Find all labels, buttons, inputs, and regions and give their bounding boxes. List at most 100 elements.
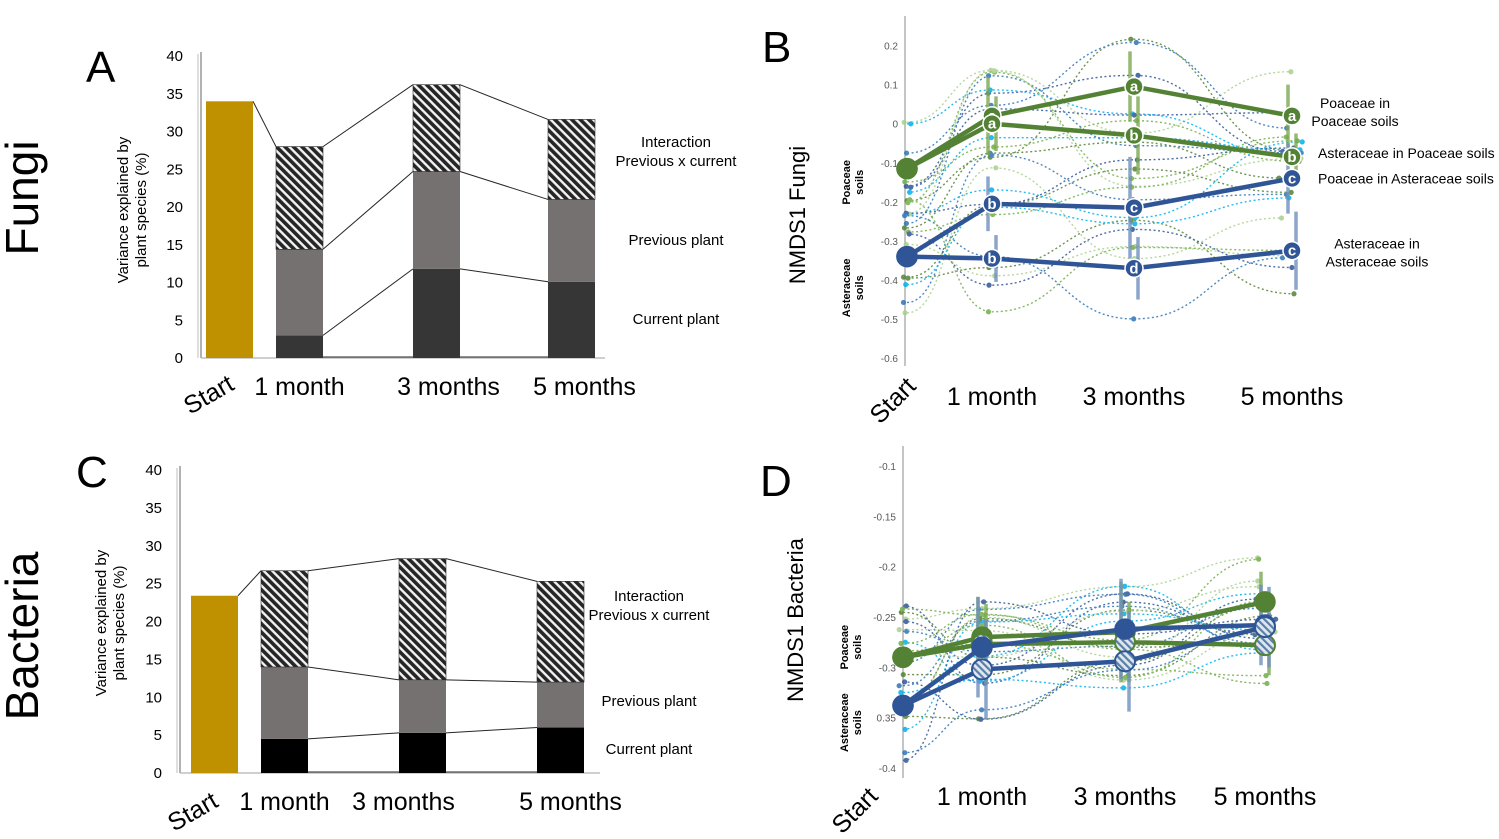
replicate-point [903,757,909,763]
replicate-curve [906,69,1290,134]
connector-line [237,570,262,597]
y-tick-label: -0.1 [879,462,897,473]
connector-line [459,84,549,120]
replicate-curve [906,119,1296,183]
x-tick-label: Start [864,372,921,429]
x-tick-label: 5 months [519,788,622,816]
replicate-point [902,213,908,219]
replicate-point [901,119,907,125]
y-tick-label: -0.3 [881,237,899,248]
bar-previous-plant-5-months [537,682,584,728]
replicate-point [1135,72,1141,78]
bar-current-plant-5-months [548,281,595,358]
x-tick-label: Start [179,370,239,421]
mean-point-poaceae-in-poaceae-soils [1124,76,1144,97]
y-tick-label: 0.2 [884,42,898,53]
replicate-curves [900,36,1305,322]
mean-point-asteraceae-in-asteraceae-soils [1282,240,1302,261]
replicate-point [1128,36,1134,42]
legend-interaction: Interaction Previous x current [616,134,738,170]
x-tick-label: 3 months [1083,383,1186,411]
panel-label: B [762,23,791,72]
replicate-point [1120,685,1127,691]
replicate-curve [902,609,1265,676]
mean-point-asteraceae-in-poaceae-soils [1282,147,1302,167]
mean-point-poaceae-in-asteraceae-soils [1282,168,1302,189]
replicate-point [896,683,902,689]
bar-current-plant-1-month [276,335,323,358]
side-label-line: soils [852,635,864,660]
bar-previous-plant-3-months [399,679,446,733]
legend-line: Interaction [614,588,684,605]
replicate-point [978,611,985,617]
replicate-point [986,282,992,288]
series-label-asteraceae-in-poaceae-soils: Asteraceae in Poaceae soils [1318,145,1495,161]
replicate-point [988,135,994,141]
replicate-point [903,618,909,625]
mean-point-poaceae-in-asteraceae-soils [1124,197,1144,218]
replicate-curve [906,197,1292,286]
replicate-point [903,241,909,247]
y-axis-label: Variance explained byplant species (%) [93,549,128,696]
legend-line: Previous x current [616,153,738,170]
y-tick-label: -0.2 [881,198,899,209]
replicate-curve [902,652,1263,699]
mean-point-asteraceae-in-asteraceae-soils [892,694,914,717]
replicate-curve [902,613,1268,731]
mean-point-asteraceae-in-asteraceae-soils [1114,650,1136,673]
replicate-point [979,707,985,713]
y-tick-label: 5 [154,727,162,744]
bar-interaction-previous-x-current-3-months [412,84,461,172]
replicate-point [901,679,908,685]
y-axis-label-line: Variance explained by [93,549,110,696]
replicate-point [901,225,908,231]
y-tick-label: 40 [166,48,183,65]
side-label-line: soils [852,710,864,735]
mean-point-poaceae-in-asteraceae-soils [971,636,993,658]
side-label-line: Asteraceae [839,693,851,752]
side-label: Asteraceaesoils [839,693,864,752]
x-tick-label: 3 months [397,373,500,401]
replicate-curve [902,600,1265,679]
replicate-point [902,726,908,733]
x-tick-label: 1 month [947,383,1037,411]
y-tick-label: 30 [166,124,183,141]
replicate-point [902,310,908,316]
bar-interaction-previous-x-current-1-month [260,570,309,668]
replicate-point [906,231,912,237]
x-tick-label: 1 month [937,783,1027,811]
replicate-point [981,599,987,605]
replicate-curve [902,558,1263,641]
y-axis-label-line: Variance explained by [115,136,132,283]
replicate-point [1122,583,1128,589]
y-tick-label: -0.25 [873,613,896,624]
significance-letter: c [1288,170,1296,187]
replicate-point [900,274,907,280]
x-tick-label: 3 months [1074,783,1177,811]
replicate-point [903,281,909,288]
mean-point-asteraceae-in-poaceae-soils [1254,634,1276,657]
side-label-line: soils [854,275,866,300]
panel-a-fungi-variance: A 0 5 10 15 20 25 30 35 40 Variance explained bypl… [86,43,737,420]
replicate-curves [896,555,1279,763]
y-tick-label: -0.3 [879,663,897,674]
replicate-curve [902,593,1263,664]
side-label: Poaceaesoils [841,160,866,205]
replicate-point [903,183,909,189]
bar-previous-plant-3-months [413,171,460,269]
connector-line [252,101,277,147]
replicate-point [1278,215,1285,221]
replicate-point [1291,291,1297,297]
series-label-line: Asteraceae soils [1326,254,1429,270]
series-label-line: Poaceae soils [1311,113,1398,129]
replicate-point [903,220,909,227]
side-label-line: Asteraceae [841,258,853,317]
series-label-poaceae-in-asteraceae-soils: Poaceae in Asteraceae soils [1318,170,1494,186]
y-tick-label: -0.4 [881,276,899,287]
connector-line [322,171,414,250]
replicate-point [1255,578,1261,584]
x-tick-label: Start [826,782,883,839]
replicate-point [1131,112,1137,118]
y-tick-label: 25 [145,576,162,593]
